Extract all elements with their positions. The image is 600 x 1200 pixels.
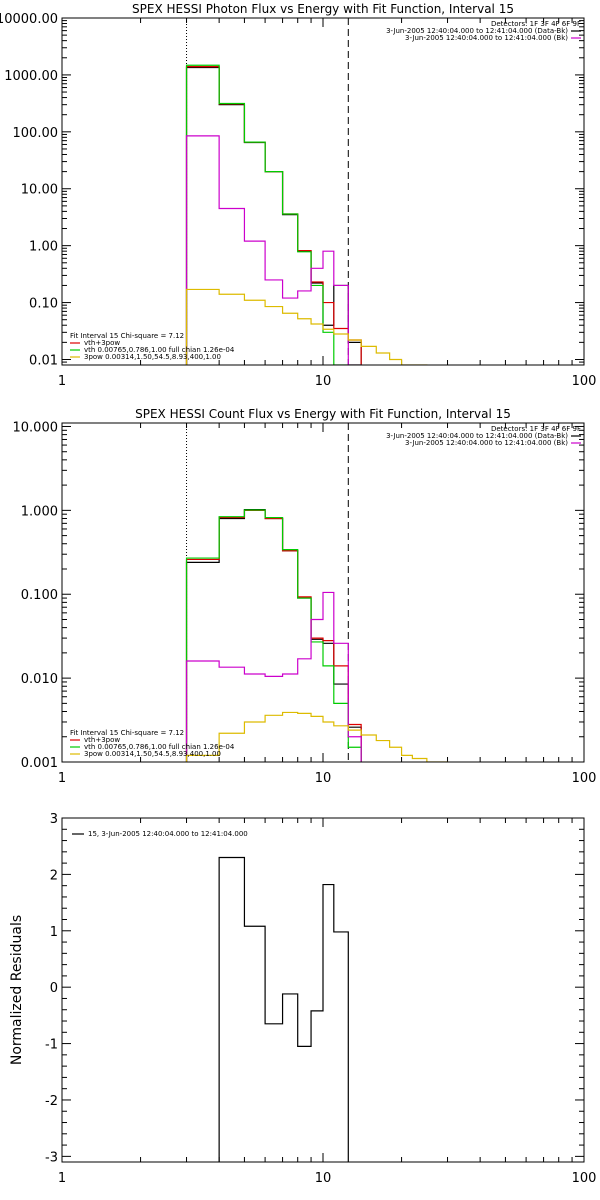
chart-title: SPEX HESSI Photon Flux vs Energy with Fi…	[132, 2, 514, 16]
y-tick-label: 0.100	[21, 588, 58, 603]
plot-frame	[61, 817, 585, 1163]
x-tick-label: 100	[572, 771, 597, 786]
x-tick-label: 100	[572, 374, 597, 389]
x-tick-label: 10	[315, 374, 332, 389]
y-tick-label: -2	[45, 1094, 58, 1109]
y-tick-label: 0	[50, 981, 58, 996]
series-group	[185, 509, 449, 762]
x-tick-label: 1	[58, 771, 66, 786]
series-4-line	[185, 591, 362, 762]
series-group	[185, 64, 428, 365]
y-tick-label: 10.00	[21, 183, 58, 198]
legend-bottom-entry: vth+3pow	[84, 339, 120, 347]
series-5-line	[185, 711, 449, 762]
legend-top-entry: Detectors: 1F 3F 4F 6F 9F	[491, 20, 581, 28]
y-tick-label: 2	[50, 868, 58, 883]
legend-top-entry: 3-Jun-2005 12:40:04.000 to 12:41:04.000 …	[405, 439, 568, 447]
y-tick-label: -1	[45, 1038, 58, 1053]
y-tick-label: 0.01	[29, 353, 58, 368]
legend-bottom-entry: Fit Interval 15 Chi-square = 7.12	[70, 729, 184, 737]
legend-bottom-entry: 3pow 0.00314,1.50,54.5,8.93,400,1.00	[84, 750, 221, 758]
legend-top-entry: 3-Jun-2005 12:40:04.000 to 12:41:04.000 …	[386, 27, 568, 35]
legend-bottom-entry: vth 0.00765,0.786,1.00 full chian 1.26e-…	[84, 743, 235, 751]
series-5-line	[185, 288, 428, 365]
series-1-line	[218, 856, 349, 1162]
chart-panel-2: SPEX HESSI Count Flux vs Energy with Fit…	[13, 407, 597, 786]
series-3-line	[185, 64, 362, 365]
series-group	[218, 856, 349, 1162]
series-2-line	[185, 509, 362, 762]
x-tick-label: 10	[315, 771, 332, 786]
y-tick-label: 1.00	[29, 240, 58, 255]
y-tick-label: 1.000	[21, 504, 58, 519]
legend-bottom-entry: vth+3pow	[84, 736, 120, 744]
series-1-line	[185, 509, 362, 762]
x-tick-label: 1	[58, 1171, 66, 1186]
chart-title: SPEX HESSI Count Flux vs Energy with Fit…	[135, 407, 511, 421]
y-tick-label: 0.001	[21, 756, 58, 771]
y-tick-label: 10.000	[13, 420, 59, 435]
legend-top-entry: 3-Jun-2005 12:40:04.000 to 12:41:04.000 …	[386, 432, 568, 440]
x-tick-label: 10	[315, 1171, 332, 1186]
plot-frame	[61, 422, 585, 763]
legend-bottom-entry: vth 0.00765,0.786,1.00 full chian 1.26e-…	[84, 346, 235, 354]
y-tick-label: 0.010	[21, 672, 58, 687]
legend-entry: 15, 3-Jun-2005 12:40:04.000 to 12:41:04.…	[88, 830, 248, 838]
y-tick-label: 1	[50, 925, 58, 940]
chart-panel-1: SPEX HESSI Photon Flux vs Energy with Fi…	[0, 2, 596, 389]
legend-bottom-entry: 3pow 0.00314,1.50,54.5,8.93,400,1.00	[84, 353, 221, 361]
x-tick-label: 100	[572, 1171, 597, 1186]
y-axis-label: Normalized Residuals	[9, 915, 25, 1065]
series-4-line	[185, 135, 362, 365]
legend-top-entry: Detectors: 1F 3F 4F 6F 9F	[491, 425, 581, 433]
y-tick-label: 1000.00	[4, 69, 58, 84]
chart-panel-3: 1 10 100 -3 -2 -1 0 1 2 3 Normalized Residuals 15, …	[9, 812, 596, 1186]
y-tick-label: 3	[50, 812, 58, 827]
series-1-line	[185, 66, 362, 365]
legend-bottom-entry: Fit Interval 15 Chi-square = 7.12	[70, 332, 184, 340]
x-tick-label: 1	[58, 374, 66, 389]
series-2-line	[185, 65, 362, 365]
y-tick-label: -3	[45, 1150, 58, 1165]
legend-top-entry: 3-Jun-2005 12:40:04.000 to 12:41:04.000 …	[405, 34, 568, 42]
y-tick-label: 10000.00	[0, 12, 58, 27]
series-3-line	[185, 509, 362, 762]
y-tick-label: 100.00	[13, 126, 59, 141]
plot-frame	[61, 17, 585, 366]
y-tick-label: 0.10	[29, 297, 58, 312]
